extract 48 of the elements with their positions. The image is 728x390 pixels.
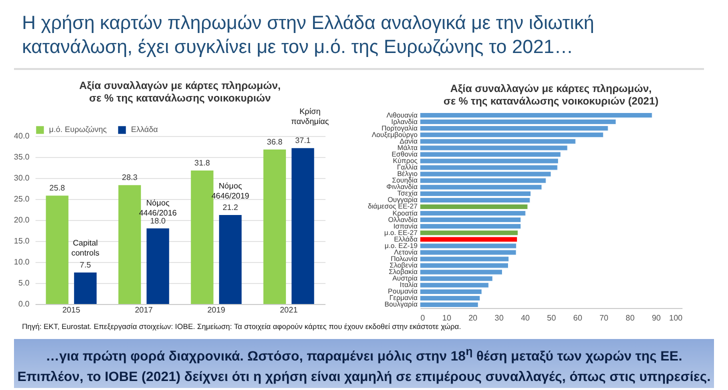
x-tick-label: 80	[626, 314, 636, 322]
x-tick-label: 50	[547, 314, 556, 322]
x-tick-label: 30	[494, 314, 504, 322]
y-tick-label: 20.0	[14, 216, 30, 224]
x-tick-label: 2017	[134, 306, 154, 314]
x-tick-label: 20	[468, 314, 478, 322]
data-label: 25.8	[49, 184, 66, 193]
data-label: 7.5	[80, 260, 92, 270]
bar	[219, 214, 242, 304]
chart-title: Αξία συναλλαγών με κάρτες πληρωμών, σε % της κατανάλωσης νοικοκυριών	[79, 80, 281, 104]
data-label: 21.2	[222, 202, 239, 212]
x-tick-label: 2015	[62, 306, 81, 314]
x-tick-label: 10	[442, 314, 452, 322]
y-tick-label: 15.0	[14, 236, 30, 246]
y-tick-label: 30.0	[14, 174, 30, 182]
x-tick-label: 0	[420, 314, 426, 322]
bar	[118, 185, 141, 304]
x-tick-label: 70	[599, 314, 609, 322]
y-tick-label: 5.0	[18, 278, 30, 288]
legend-label: Ελλάδα	[131, 125, 158, 134]
y-tick-label: 35.0	[14, 152, 30, 162]
data-label: 37.1	[295, 136, 312, 146]
y-tick-label: 40.0	[14, 132, 30, 140]
text: …για πρώτη φορά διαχρονικά. Ωστόσο, παραμένει μόλις στην 18$^{η}$ θέση μεταξύ των χωρών της ΕΕ. Επιπλέον, το ΙΟΒΕ (2021) δείχνει ότι η χρήση είναι χαμηλή σε επιμέρους συναλλαγές, όπως στις υπηρεσίες.	[14, 339, 714, 388]
x-tick-label: 40	[520, 314, 530, 322]
bar	[46, 196, 68, 304]
y-tick-label: 0.0	[18, 300, 30, 308]
legend-label: μ.ό. Ευρωζώνης	[49, 125, 107, 134]
x-tick-label: 60	[573, 314, 583, 322]
bar	[190, 170, 214, 304]
chart-title: Αξία συναλλαγών με κάρτες πληρωμών, σε % της κατανάλωσης νοικοκυριών (2021)	[444, 82, 658, 108]
bar	[74, 272, 97, 304]
data-label: 31.8	[194, 158, 210, 168]
y-tick-label: 25.0	[14, 194, 30, 204]
bar	[263, 149, 286, 304]
y-tick-label: 10.0	[14, 258, 30, 266]
text: Η χρήση καρτών πληρωμών στην Ελλάδα αναλογικά με την ιδιωτική κατανάλωση, έχει συγκλίνει με τον μ.ό. της Ευρωζώνης το 2021…	[22, 12, 596, 60]
x-tick-label: 2021	[280, 306, 298, 314]
data-label: 28.3	[122, 173, 138, 182]
data-label: 36.8	[266, 137, 283, 146]
bar	[292, 148, 314, 304]
x-tick-label: 100	[669, 314, 684, 322]
data-label: 18.0	[150, 216, 166, 226]
bar	[146, 228, 170, 304]
text: Κρίση πανδημίας	[291, 107, 330, 126]
x-tick-label: 2019	[207, 306, 226, 314]
x-tick-label: 90	[652, 314, 662, 322]
annotation: Capital controls	[71, 238, 100, 258]
